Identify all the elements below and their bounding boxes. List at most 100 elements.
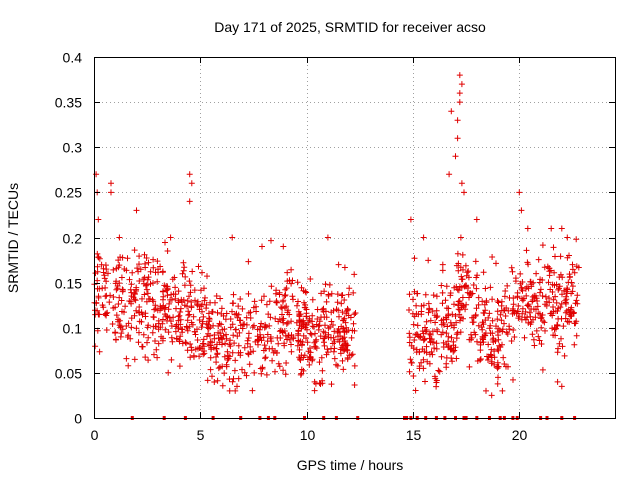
data-point (223, 310, 230, 317)
data-point (557, 304, 564, 311)
data-point (522, 308, 529, 315)
data-point (157, 324, 164, 331)
data-point (272, 290, 279, 297)
data-point (468, 334, 475, 341)
data-point (119, 326, 126, 333)
data-point (167, 234, 174, 241)
data-point (449, 358, 456, 365)
data-point (205, 325, 212, 332)
data-point (539, 312, 546, 318)
data-point (501, 293, 508, 300)
data-point (152, 338, 158, 344)
data-point (187, 354, 194, 361)
data-point (251, 322, 257, 329)
data-point (510, 327, 517, 333)
data-point (160, 335, 166, 342)
data-point (229, 349, 236, 356)
data-point (160, 288, 167, 295)
data-point (173, 335, 180, 342)
data-point (336, 329, 343, 335)
data-point (563, 293, 569, 300)
data-point (575, 264, 582, 271)
data-point (253, 303, 259, 310)
data-point (537, 289, 543, 296)
data-point (323, 351, 330, 358)
data-point (521, 334, 528, 341)
data-point (219, 335, 226, 342)
data-point (559, 343, 566, 350)
data-point (453, 355, 460, 362)
data-point (459, 251, 466, 258)
data-point (456, 99, 463, 106)
data-point (339, 357, 346, 364)
data-point (485, 357, 491, 363)
data-point (307, 349, 314, 356)
data-point (564, 234, 571, 241)
data-point (488, 392, 495, 399)
data-point (234, 383, 240, 390)
data-point (567, 313, 574, 320)
y-tick-label: 0.35 (55, 95, 82, 111)
data-point (186, 171, 193, 178)
data-point (485, 353, 492, 360)
data-point (144, 290, 151, 297)
data-point (323, 314, 330, 321)
data-point (518, 284, 525, 291)
data-point (199, 269, 205, 276)
data-point (192, 331, 199, 338)
data-point (207, 354, 214, 361)
data-point (138, 318, 145, 325)
data-point (435, 367, 442, 374)
data-point (535, 256, 542, 263)
data-point (131, 247, 138, 254)
data-point (152, 323, 159, 330)
y-axis-label: SRMTID / TECUs (5, 183, 21, 293)
data-point (473, 305, 480, 312)
data-point (341, 297, 348, 303)
data-point (561, 352, 568, 359)
data-point (477, 339, 484, 346)
data-point (288, 280, 295, 287)
data-point (425, 309, 432, 316)
data-point (445, 338, 452, 345)
data-point (558, 335, 564, 342)
data-point (339, 342, 346, 349)
chart-title: Day 171 of 2025, SRMTID for receiver acs… (214, 19, 486, 35)
data-point (429, 308, 436, 315)
data-point (229, 308, 235, 315)
data-point (322, 329, 329, 336)
data-point (538, 314, 545, 321)
data-point (412, 387, 419, 394)
data-point (224, 348, 231, 355)
data-point (141, 251, 148, 258)
data-point (574, 300, 581, 307)
data-point (444, 323, 451, 330)
data-point (330, 334, 337, 341)
data-point (141, 274, 148, 281)
data-point (494, 308, 501, 315)
data-point (422, 378, 428, 385)
data-point (179, 326, 186, 333)
data-point (524, 302, 531, 309)
data-point (265, 311, 272, 318)
data-point (311, 339, 318, 346)
data-point (497, 311, 504, 318)
data-point (136, 253, 143, 260)
data-point (162, 304, 169, 311)
data-point (517, 270, 524, 277)
data-point (154, 258, 161, 265)
data-point (350, 320, 357, 327)
data-point (462, 282, 469, 289)
data-point (452, 344, 459, 351)
data-point (153, 346, 160, 353)
data-point (235, 349, 242, 356)
data-point (256, 326, 263, 333)
data-point (470, 282, 477, 288)
data-point (316, 359, 323, 366)
data-point (345, 306, 351, 313)
data-point (115, 257, 122, 264)
data-point (328, 318, 335, 325)
data-point (420, 365, 427, 372)
data-point (459, 294, 466, 301)
data-point (345, 291, 352, 298)
